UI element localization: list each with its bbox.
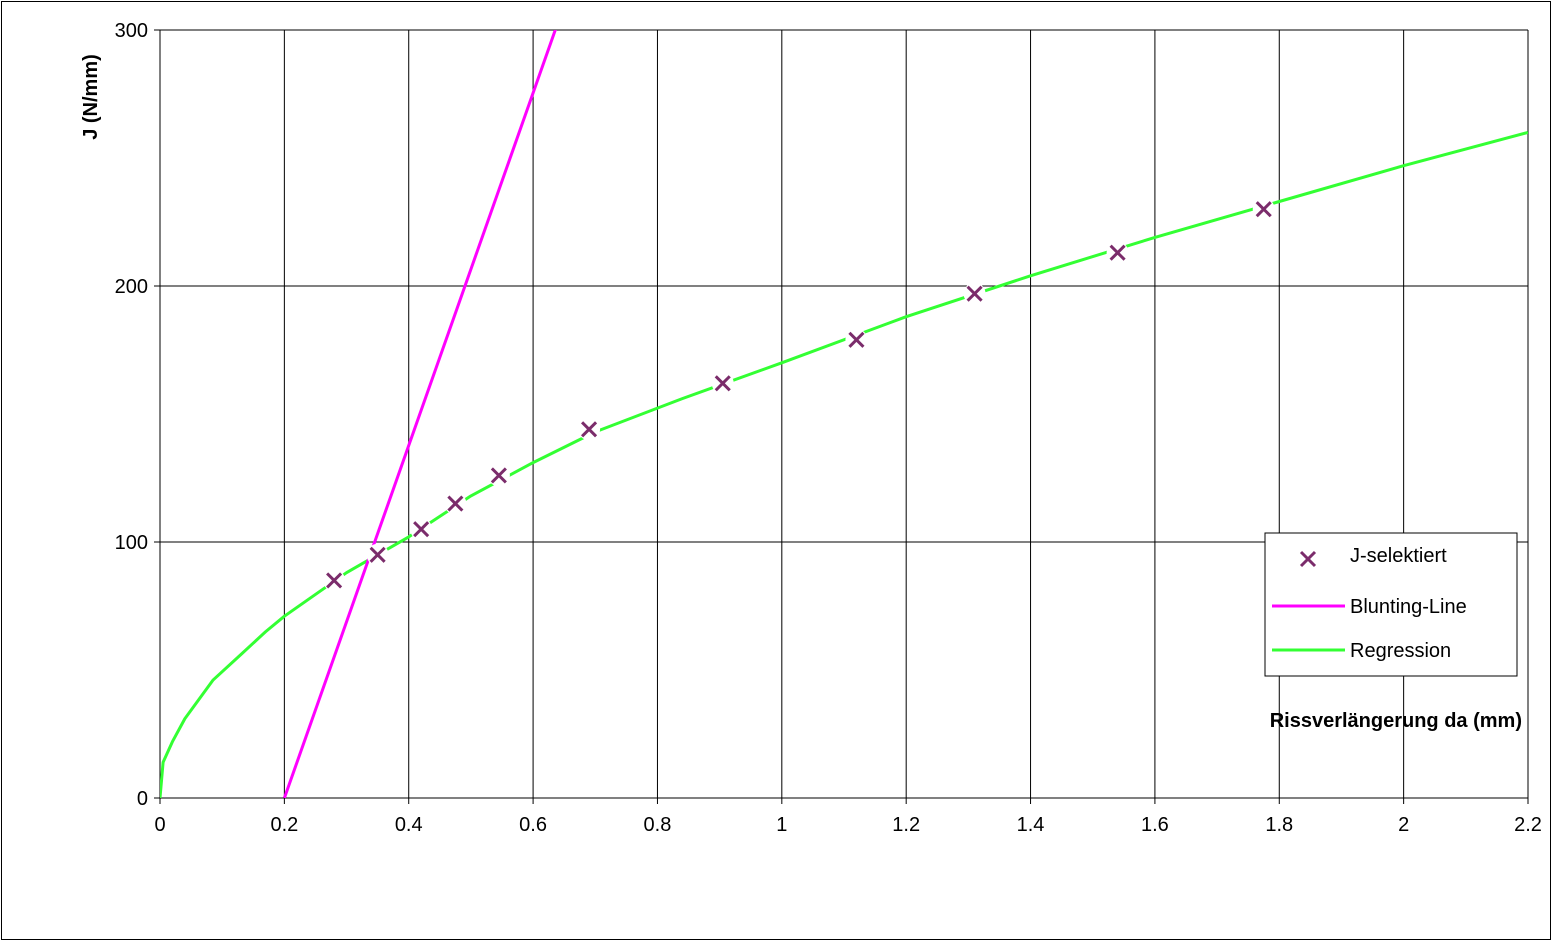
y-tick-label: 200: [115, 276, 148, 298]
x-axis-title: Rissverlängerung da (mm): [1270, 710, 1522, 732]
data-point-marker: [447, 495, 464, 512]
legend: J-selektiert Blunting-Line Regression: [1264, 532, 1518, 677]
legend-marker-j-selektiert: [1299, 550, 1317, 568]
legend-label-regression: Regression: [1350, 640, 1451, 662]
x-tick-label: 0.8: [644, 814, 672, 836]
data-point-marker: [848, 331, 865, 348]
x-tick-label: 1.2: [892, 814, 920, 836]
data-point-marker: [1255, 201, 1272, 218]
markers-group: [323, 198, 1275, 592]
x-tick-label: 0.6: [519, 814, 547, 836]
y-tick-label: 100: [115, 532, 148, 554]
y-axis-title: J (N/mm): [80, 54, 102, 140]
series-line-blunting-line: [282, 30, 557, 798]
x-tick-label: 0.4: [395, 814, 423, 836]
x-tick-label: 2: [1398, 814, 1409, 836]
x-tick-label: 1.6: [1141, 814, 1169, 836]
y-tick-label: 300: [115, 20, 148, 42]
data-point-marker: [966, 285, 983, 302]
x-tick-label: 1.8: [1265, 814, 1293, 836]
legend-x-marker: [1299, 550, 1317, 568]
tick-labels: 0 0.2 0.4 0.6 0.8 1 1.2 1.4 1.6 1.8 2 2.2 0 100 200 300: [115, 20, 1542, 836]
x-tick-label: 2.2: [1514, 814, 1542, 836]
data-point-marker: [490, 467, 507, 484]
x-tick-label: 1.4: [1017, 814, 1045, 836]
data-point-marker: [326, 572, 343, 589]
y-tick-label: 0: [137, 788, 148, 810]
legend-label-j-selektiert: J-selektiert: [1350, 545, 1447, 567]
x-tick-label: 0: [154, 814, 165, 836]
x-tick-label: 1: [776, 814, 787, 836]
data-point-marker: [413, 521, 430, 538]
axes: [154, 29, 1529, 804]
plot-area: [160, 30, 1528, 798]
data-point-marker: [369, 546, 386, 563]
data-point-marker: [580, 421, 598, 438]
data-point-marker: [714, 375, 731, 392]
x-tick-label: 0.2: [270, 814, 298, 836]
data-point-marker: [1109, 244, 1126, 261]
legend-label-blunting-line: Blunting-Line: [1350, 596, 1467, 618]
